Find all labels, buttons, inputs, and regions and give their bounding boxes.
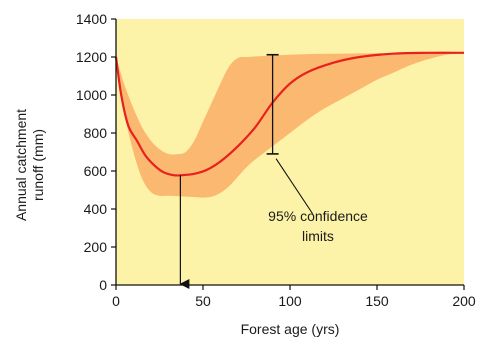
y-tick-label: 400 (84, 201, 108, 217)
y-tick-label: 1200 (76, 49, 107, 65)
x-tick-label: 150 (365, 293, 389, 309)
annotations (179, 53, 314, 289)
confidence-band (116, 52, 464, 198)
ci-pointer-line (275, 158, 314, 215)
ci-label-line1: 95% confidence (268, 208, 368, 224)
tick-labels: 0 50 100 150 200 0 200 400 600 800 1000 1200 1400 (76, 11, 476, 309)
y-axis-title-line1: Annual catchment (13, 109, 29, 221)
y-axis-title-line2: runoff (mm) (30, 129, 46, 201)
x-axis-title: Forest age (yrs) (241, 321, 340, 337)
y-tick-label: 600 (84, 163, 108, 179)
x-tick-label: 0 (112, 293, 120, 309)
axes (111, 18, 465, 290)
x-tick-label: 100 (278, 293, 302, 309)
y-tick-label: 1000 (76, 87, 107, 103)
y-tick-label: 200 (84, 239, 108, 255)
y-tick-label: 0 (99, 277, 107, 293)
y-tick-label: 1400 (76, 11, 107, 27)
y-tick-label: 800 (84, 125, 108, 141)
x-tick-label: 200 (452, 293, 476, 309)
ci-label-line2: limits (302, 228, 334, 244)
mean-runoff-line (114, 51, 465, 177)
x-tick-label: 50 (195, 293, 211, 309)
